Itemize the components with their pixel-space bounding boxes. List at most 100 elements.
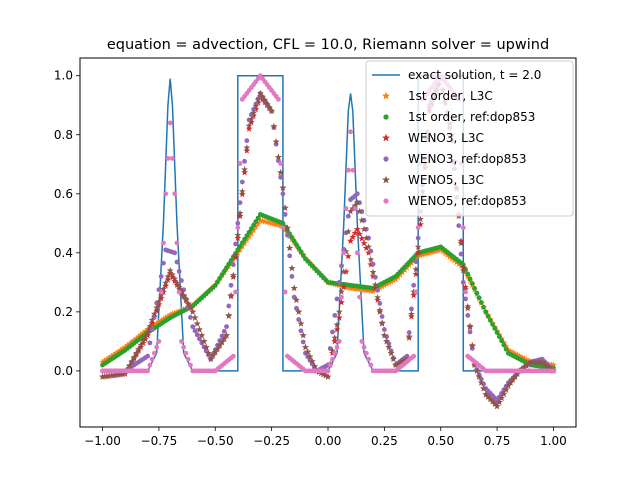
data-point [221, 268, 227, 274]
data-point [145, 353, 151, 359]
data-point [211, 348, 219, 356]
data-point [350, 167, 356, 173]
data-point [135, 333, 143, 340]
data-point [157, 291, 165, 299]
data-point [233, 289, 238, 295]
data-point [108, 372, 115, 379]
data-point [551, 368, 556, 374]
data-point [238, 190, 246, 198]
data-point [159, 315, 167, 323]
data-point [166, 311, 174, 318]
data-point [340, 283, 348, 290]
data-point [490, 321, 495, 327]
data-point [356, 207, 363, 215]
data-point [238, 187, 246, 195]
data-point [410, 291, 418, 299]
data-point [398, 357, 406, 365]
data-point [372, 274, 378, 280]
data-point [105, 354, 113, 361]
data-point [473, 367, 481, 374]
legend-item: WENO5, L3C [382, 173, 484, 187]
data-point [248, 226, 254, 232]
data-point [467, 329, 473, 335]
data-point [141, 333, 149, 340]
data-point [230, 262, 236, 268]
data-point [538, 358, 546, 365]
data-point [150, 321, 158, 329]
data-point [475, 373, 483, 380]
data-point [126, 340, 134, 347]
data-point [325, 368, 331, 374]
data-point [462, 285, 469, 293]
data-point [414, 249, 422, 256]
data-point [500, 338, 508, 346]
data-point [467, 276, 473, 282]
data-point [520, 363, 528, 371]
data-point [351, 202, 359, 209]
data-point [375, 287, 380, 293]
data-point [360, 239, 368, 247]
data-point [207, 355, 215, 363]
data-point [164, 276, 172, 283]
data-point [306, 353, 314, 360]
data-point [278, 161, 284, 166]
data-point [223, 331, 230, 339]
data-point [389, 355, 397, 363]
data-point [541, 360, 548, 367]
data-point [407, 310, 415, 318]
data-point [153, 320, 161, 327]
data-point [414, 243, 422, 250]
data-point [294, 242, 299, 247]
data-point [500, 390, 508, 397]
data-point [252, 102, 260, 110]
data-point [137, 331, 145, 338]
data-point [502, 386, 510, 393]
data-point [220, 335, 228, 342]
data-point [417, 215, 424, 223]
data-point [244, 233, 250, 239]
data-point [457, 262, 465, 269]
data-point [139, 339, 147, 347]
data-point [282, 289, 288, 295]
data-point [339, 263, 344, 269]
data-point [228, 282, 234, 288]
data-point [347, 207, 354, 215]
data-point [193, 320, 201, 327]
data-point [236, 209, 244, 217]
data-point [99, 373, 106, 380]
data-point [297, 320, 305, 327]
legend-item: 1st order, ref:dop853 [383, 110, 535, 124]
data-point [507, 379, 515, 386]
data-point [237, 161, 243, 166]
data-point [280, 220, 286, 226]
data-point [482, 390, 490, 398]
data-point [185, 356, 191, 362]
data-point [469, 281, 475, 286]
data-point [339, 294, 344, 300]
data-point [426, 249, 433, 256]
data-point [139, 337, 147, 344]
data-point [289, 274, 295, 279]
plot-area [99, 73, 557, 410]
data-point [340, 268, 348, 275]
data-point [389, 276, 397, 284]
data-point [126, 362, 134, 369]
data-point [483, 309, 489, 315]
data-point [293, 296, 300, 303]
data-point [288, 264, 296, 272]
data-point [351, 229, 359, 237]
data-point [466, 323, 474, 331]
data-point [130, 336, 138, 344]
data-point [254, 99, 262, 106]
data-point [179, 278, 184, 283]
data-point [367, 255, 375, 263]
data-point [463, 289, 468, 295]
data-point [252, 223, 260, 230]
data-point [191, 314, 199, 321]
data-point [468, 342, 476, 350]
data-point [335, 314, 343, 321]
legend-dot-swatch [383, 114, 389, 120]
data-point [392, 361, 400, 368]
data-point [153, 304, 161, 311]
data-point [198, 331, 206, 339]
